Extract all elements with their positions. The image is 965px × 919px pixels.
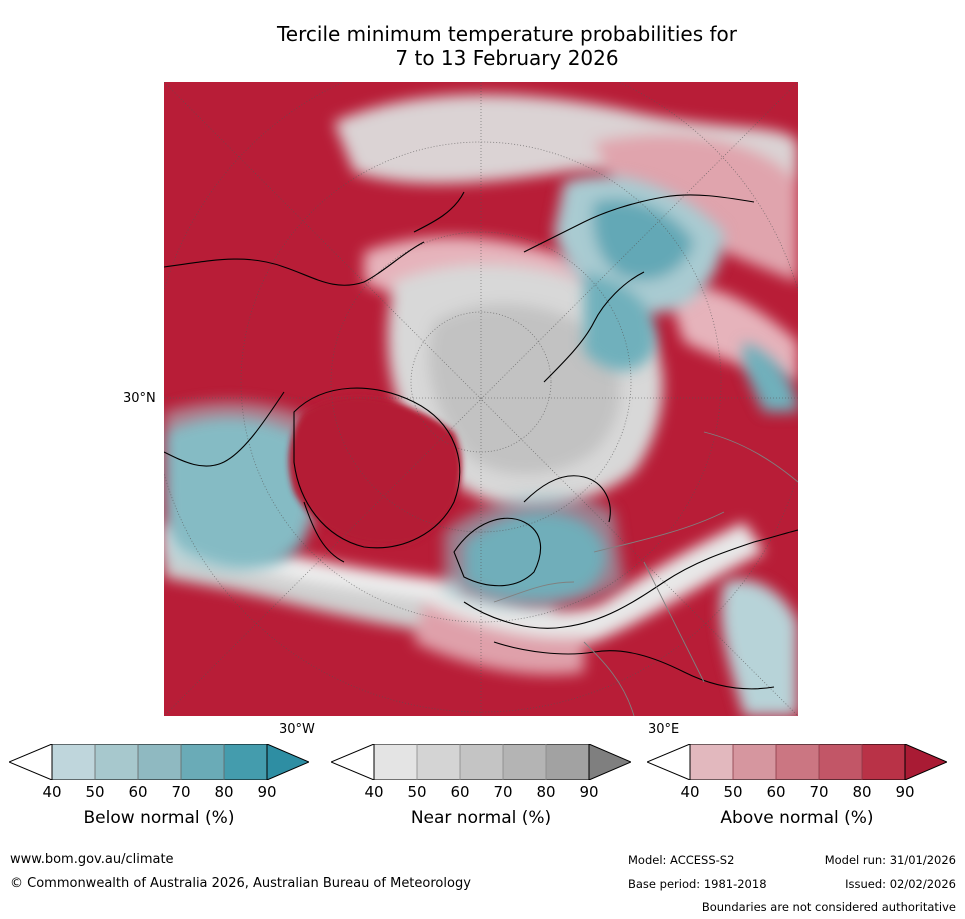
coastlines [164, 191, 798, 690]
near-seg-80-90 [546, 744, 589, 780]
polar-probability-map [164, 82, 798, 716]
above-tick-50: 50 [723, 783, 743, 801]
base-period-text: Base period: 1981-2018 [628, 877, 767, 891]
near-tick-60: 60 [450, 783, 470, 801]
above-normal-label: Above normal (%) [720, 808, 874, 828]
near-tick-70: 70 [493, 783, 513, 801]
near-extend-right [588, 743, 633, 781]
website-link[interactable]: www.bom.gov.au/climate [10, 852, 174, 867]
title-line-1: Tercile minimum temperature probabilitie… [276, 22, 738, 46]
above-seg-50-60 [733, 744, 776, 780]
near-normal-arctic-inner [428, 303, 621, 475]
disclaimer-text: Boundaries are not considered authoritat… [701, 900, 956, 914]
below-tick-80: 80 [214, 783, 234, 801]
near-normal-europe-band [424, 522, 764, 645]
graticule [164, 82, 798, 716]
above-band-light-ne [594, 134, 798, 282]
colorbar-above-normal [645, 743, 949, 781]
above-tick-90: 90 [895, 783, 915, 801]
above-tick-70: 70 [809, 783, 829, 801]
above-extend-left [645, 743, 691, 781]
below-ticks: 40 50 60 70 80 90 [9, 783, 309, 803]
lon-label-30e: 30°E [648, 722, 680, 737]
lon-label-30w: 30°W [279, 722, 315, 737]
near-seg-70-80 [503, 744, 546, 780]
near-tick-50: 50 [407, 783, 427, 801]
model-text: Model: ACCESS-S2 [628, 853, 735, 867]
below-tick-90: 90 [257, 783, 277, 801]
above-tick-60: 60 [766, 783, 786, 801]
above-tick-80: 80 [852, 783, 872, 801]
below-normal-central-asia [584, 272, 656, 371]
below-tick-60: 60 [128, 783, 148, 801]
colorbar-above-svg [645, 743, 949, 781]
lat-label-30n: 30°N [123, 391, 156, 406]
below-tick-50: 50 [85, 783, 105, 801]
below-seg-60-70 [138, 744, 181, 780]
near-seg-50-60 [417, 744, 460, 780]
colorbar-near-svg [329, 743, 633, 781]
near-normal-label: Near normal (%) [410, 808, 552, 828]
above-seg-40-50 [690, 744, 733, 780]
colorbar-near-normal [329, 743, 633, 781]
near-extend-left [329, 743, 375, 781]
chart-title: Tercile minimum temperature probabilitie… [164, 22, 850, 70]
pink-north-atlantic [414, 602, 584, 675]
above-ticks: 40 50 60 70 80 90 [647, 783, 947, 803]
below-tick-40: 40 [42, 783, 62, 801]
near-seg-40-50 [374, 744, 417, 780]
colorbar-below-normal [7, 743, 311, 781]
below-seg-70-80 [181, 744, 224, 780]
below-normal-arabia [720, 579, 798, 716]
model-run-text: Model run: 31/01/2026 [824, 853, 956, 867]
above-seg-70-80 [819, 744, 862, 780]
title-line-2: 7 to 13 February 2026 [395, 46, 619, 70]
below-seg-80-90 [224, 744, 267, 780]
above-seg-60-70 [776, 744, 819, 780]
near-tick-90: 90 [579, 783, 599, 801]
above-tick-40: 40 [680, 783, 700, 801]
below-normal-siberia-core [593, 199, 694, 281]
issued-text: Issued: 02/02/2026 [845, 877, 956, 891]
colorbar-below-svg [7, 743, 311, 781]
above-extend-right [904, 743, 949, 781]
below-extend-right [266, 743, 311, 781]
below-normal-east-asia-coast [742, 342, 798, 412]
below-seg-50-60 [95, 744, 138, 780]
above-seg-80-90 [862, 744, 905, 780]
below-extend-left [7, 743, 53, 781]
near-tick-40: 40 [364, 783, 384, 801]
near-tick-80: 80 [536, 783, 556, 801]
map-field [164, 82, 798, 716]
below-seg-40-50 [52, 744, 95, 780]
below-normal-label: Below normal (%) [83, 808, 235, 828]
below-tick-70: 70 [171, 783, 191, 801]
near-normal-white-ring [164, 522, 464, 602]
copyright-text: © Commonwealth of Australia 2026, Austra… [10, 876, 471, 891]
near-ticks: 40 50 60 70 80 90 [331, 783, 631, 803]
country-boundaries [493, 431, 798, 716]
below-normal-scandinavia-outer [444, 494, 624, 611]
near-seg-60-70 [460, 744, 503, 780]
above-normal-greenland [288, 397, 462, 545]
